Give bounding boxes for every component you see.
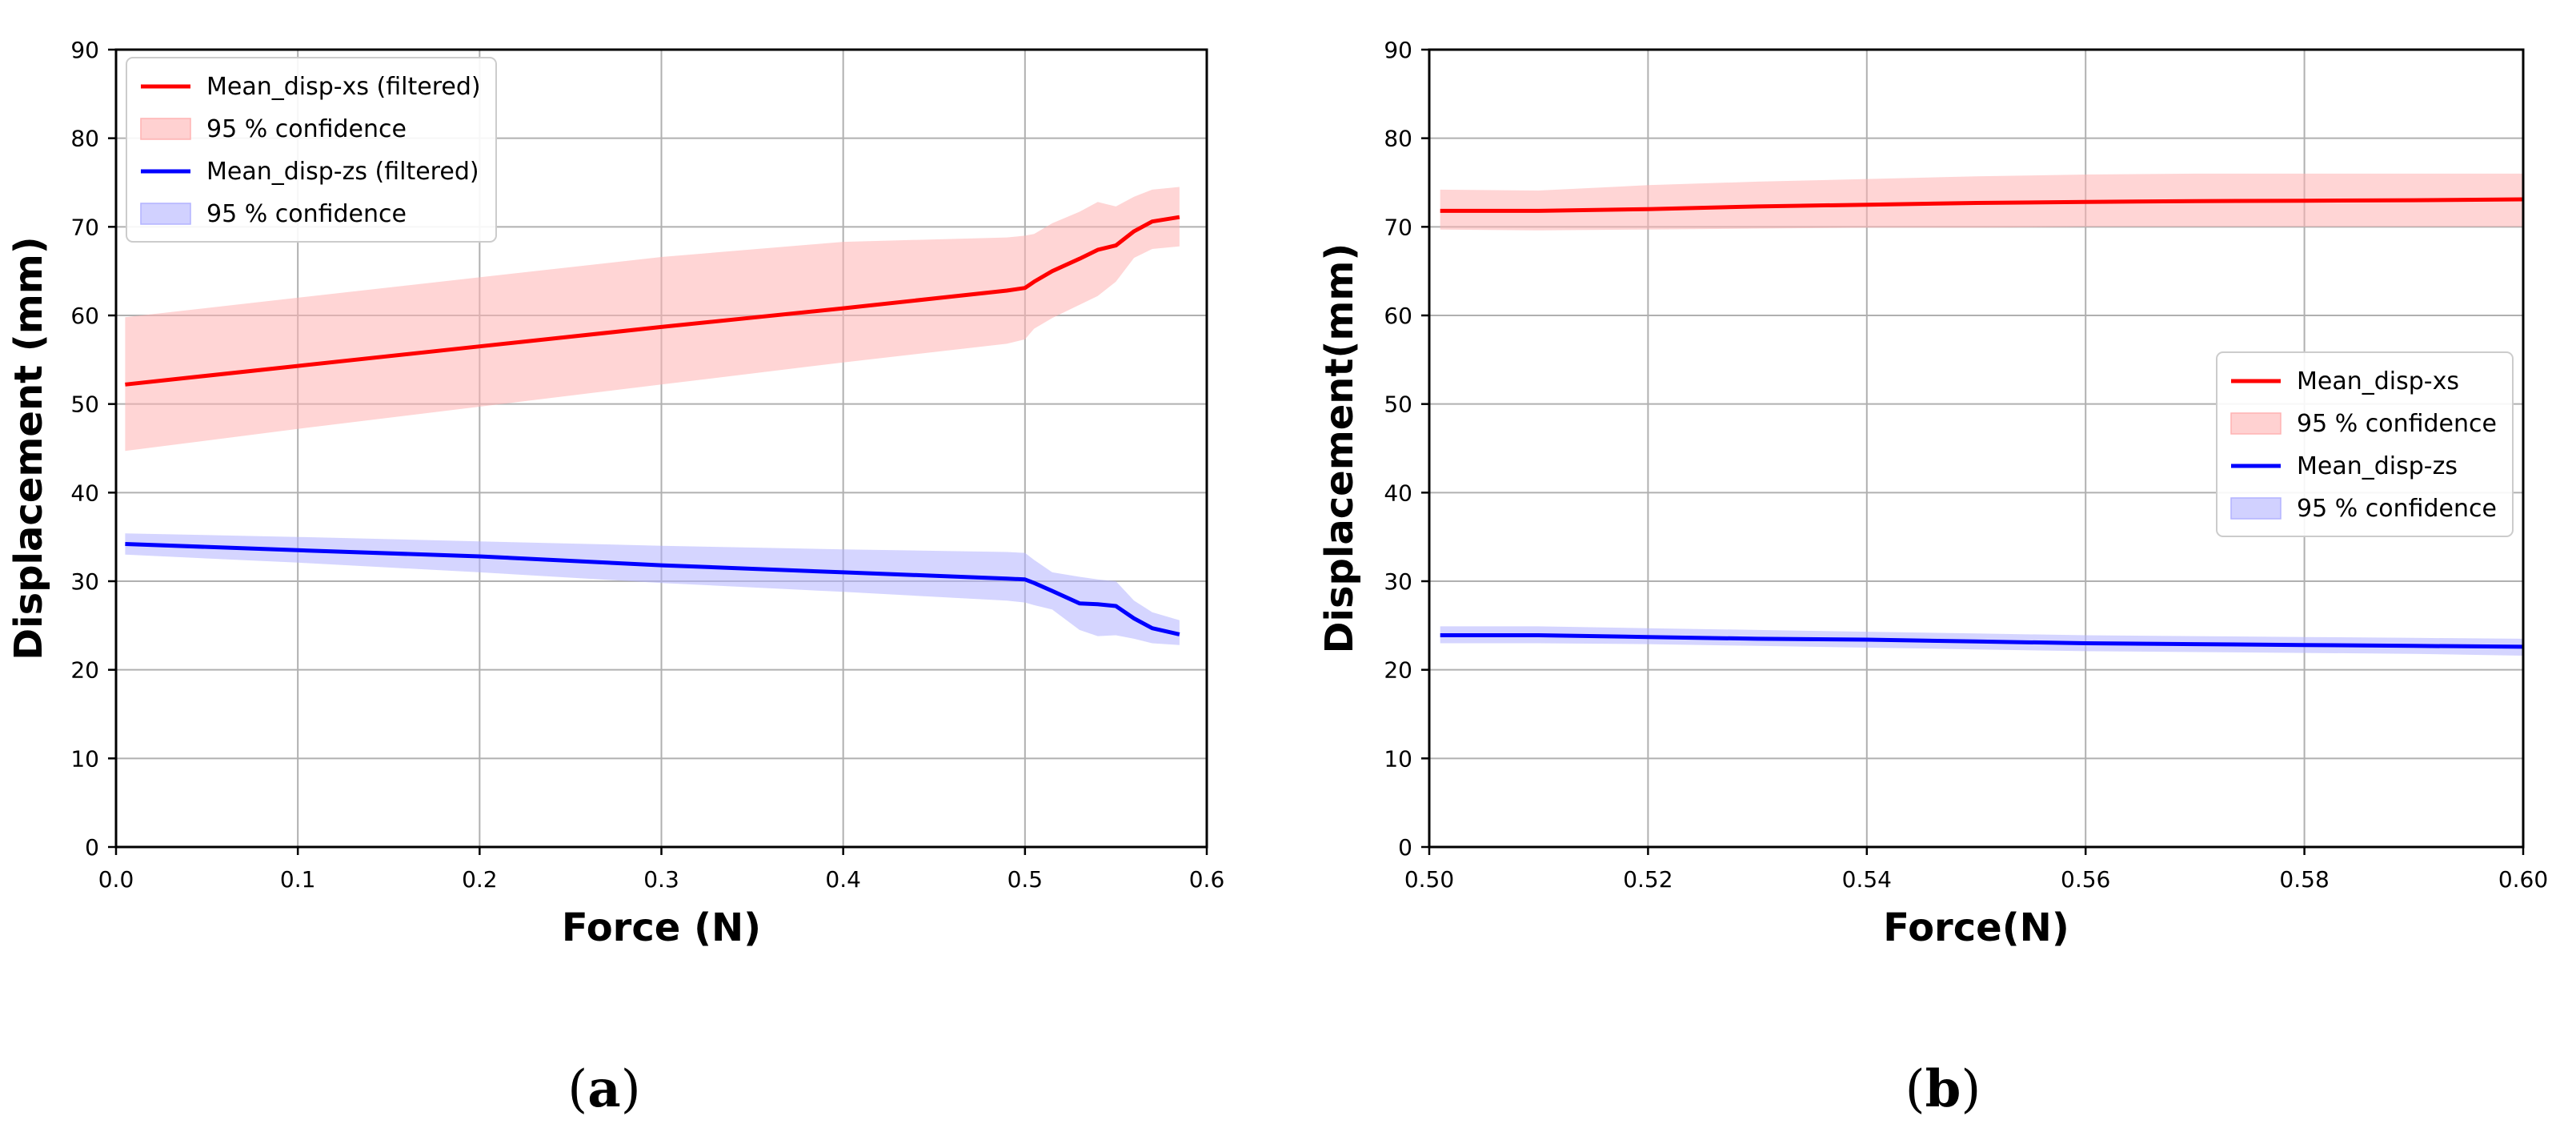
legend-band-swatch (140, 118, 191, 140)
legend-box (2216, 351, 2514, 537)
x-axis-title: Force (N) (562, 905, 761, 950)
panel-a-chart: 0.0 0.1 0.2 0.3 0.4 0.5 0.6 0 10 20 30 40 50 60 70 80 90… (6, 37, 1224, 1119)
caption-letter: a (587, 1059, 620, 1119)
confidence-band-1 (125, 533, 1180, 645)
y-tick-label: 80 (70, 126, 99, 152)
x-tick-label: 0.5 (1008, 866, 1044, 893)
panel-b-chart: 0.50 0.52 0.54 0.56 0.58 0.60 0 10 20 30 40 50 60 70 8… (1317, 37, 2548, 1119)
legend-label: Mean_disp-xs (2297, 367, 2459, 395)
legend-band-swatch (2230, 497, 2282, 520)
x-tick-label: 0.54 (1842, 866, 1892, 893)
y-tick-label: 30 (1384, 568, 1412, 595)
mean-line-1 (125, 542, 1180, 636)
legend-label: 95 % confidence (206, 200, 407, 228)
mean-line-1 (1440, 633, 2524, 649)
x-tick-label: 0.2 (462, 866, 498, 893)
mean-line-0 (125, 215, 1180, 387)
x-tick-label: 0.56 (2061, 866, 2110, 893)
legend-band-swatch (2230, 412, 2282, 435)
y-tick-label: 10 (70, 745, 99, 772)
legend-label: Mean_disp-zs (2297, 452, 2458, 480)
caption-letter: b (1925, 1059, 1961, 1119)
legend-label: Mean_disp-zs (filtered) (206, 158, 479, 186)
caption-open-paren: ( (1905, 1060, 1925, 1119)
y-tick-label: 90 (1384, 37, 1412, 63)
legend: Mean_disp-xs 95 % confidence Mean_disp-zs 9… (2216, 351, 2514, 537)
legend-box (126, 57, 497, 243)
panel-caption: (a) (567, 1059, 640, 1119)
caption-close-paren: ) (1961, 1060, 1981, 1119)
x-tick-label: 0.6 (1189, 866, 1225, 893)
axes-frame (1428, 48, 2525, 849)
panel-caption: (b) (1905, 1059, 1981, 1119)
x-tick-label: 0.4 (825, 866, 861, 893)
y-tick-label: 20 (70, 657, 99, 684)
x-tick-label: 0.3 (643, 866, 679, 893)
caption-open-paren: ( (567, 1060, 587, 1119)
y-tick-label: 80 (1384, 126, 1412, 152)
y-tick-label: 10 (1384, 745, 1412, 772)
y-tick-label: 70 (70, 214, 99, 240)
y-tick-label: 40 (1384, 480, 1412, 506)
y-tick-label: 20 (1384, 657, 1412, 684)
mean-line-0 (1440, 197, 2524, 213)
y-tick-label: 50 (1384, 391, 1412, 418)
x-tick-label: 0.0 (98, 866, 134, 893)
legend-band-swatch (140, 203, 191, 225)
legend-label: Mean_disp-xs (filtered) (206, 73, 481, 101)
legend-label: 95 % confidence (2297, 495, 2497, 523)
y-tick-label: 90 (70, 37, 99, 63)
x-axis-title: Force(N) (1883, 905, 2069, 950)
y-tick-label: 40 (70, 480, 99, 506)
legend: Mean_disp-xs (filtered) 95 % confidence Me… (126, 57, 497, 243)
y-tick-label: 0 (1398, 834, 1412, 861)
x-tick-label: 0.50 (1404, 866, 1454, 893)
x-tick-label: 0.58 (2279, 866, 2329, 893)
x-tick-label: 0.1 (280, 866, 316, 893)
y-axis-title: Displacement(mm) (1317, 243, 1362, 654)
x-tick-label: 0.52 (1623, 866, 1673, 893)
caption-close-paren: ) (621, 1060, 641, 1119)
confidence-band-0 (125, 187, 1180, 452)
legend-label: 95 % confidence (206, 115, 407, 143)
y-tick-label: 30 (70, 568, 99, 595)
y-tick-label: 50 (70, 391, 99, 418)
y-axis-title: Displacement (mm) (6, 236, 51, 660)
y-tick-label: 70 (1384, 214, 1412, 240)
y-tick-label: 60 (1384, 303, 1412, 329)
legend-label: 95 % confidence (2297, 410, 2497, 438)
y-tick-label: 60 (70, 303, 99, 329)
y-tick-label: 0 (85, 834, 99, 861)
x-tick-label: 0.60 (2498, 866, 2548, 893)
